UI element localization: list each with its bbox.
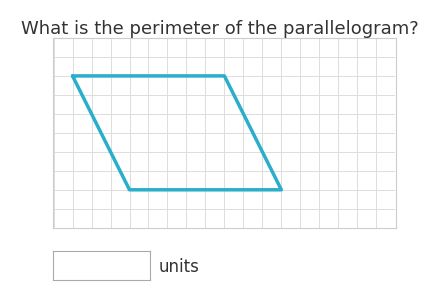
Text: What is the perimeter of the parallelogram?: What is the perimeter of the parallelogr… (21, 20, 419, 39)
Text: units: units (158, 258, 199, 276)
